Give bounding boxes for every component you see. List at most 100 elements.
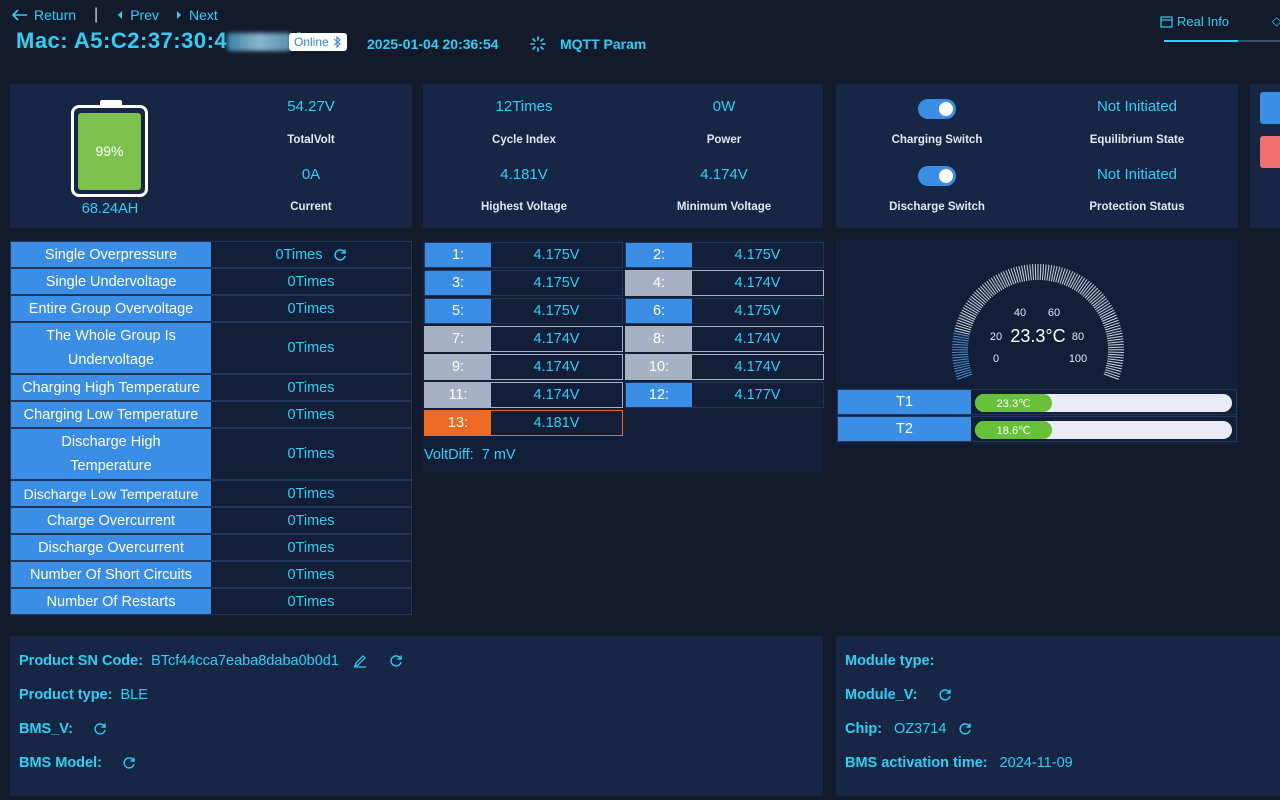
- tab-real-info[interactable]: Real Info: [1160, 14, 1229, 29]
- list-item: Number Of Short Circuits 0Times: [10, 561, 412, 588]
- cell-voltage-item: 3: 4.175V: [424, 270, 623, 296]
- next-button[interactable]: Next: [175, 7, 218, 23]
- gauge-tick: [1050, 265, 1055, 282]
- cycle-index-label: Cycle Index: [492, 134, 556, 146]
- switch-panel: Charging Switch Not Initiated Equilibriu…: [836, 84, 1238, 228]
- gauge-tick: [955, 369, 971, 375]
- cell-voltage-item: 8: 4.174V: [625, 326, 824, 352]
- product-sn-label: Product SN Code:: [19, 653, 144, 669]
- refresh-icon[interactable]: [333, 248, 347, 262]
- gauge-tick: [1087, 289, 1101, 302]
- gauge-tick: [959, 314, 975, 322]
- gauge-tick: [1107, 338, 1124, 342]
- gauge-tick: [1106, 332, 1123, 337]
- gauge-tick: [1096, 302, 1111, 313]
- stats-panel: 12Times Cycle Index 0W Power 4.181V High…: [423, 84, 823, 228]
- gauge-tick: [1107, 343, 1124, 346]
- gauge-tick: [1018, 265, 1023, 282]
- gauge-tick: [1055, 266, 1061, 283]
- side-action-button-blue[interactable]: [1260, 92, 1280, 124]
- prev-button[interactable]: Prev: [116, 7, 159, 23]
- list-item: Discharge Low Temperature 0Times: [10, 480, 412, 507]
- activation-value: 2024-11-09: [999, 755, 1073, 771]
- gauge-tick: [972, 293, 986, 305]
- gauge-tick: [1002, 271, 1011, 287]
- gauge-tick: [953, 360, 969, 364]
- cell-number: 9:: [425, 355, 491, 379]
- protection-status-label: Protection Status: [1089, 201, 1185, 213]
- gauge-tick: [1059, 268, 1066, 284]
- list-item: Discharge Overcurrent 0Times: [10, 534, 412, 561]
- tab-next-icon[interactable]: ◇: [1272, 14, 1280, 28]
- gauge-tick: [954, 330, 970, 335]
- bms-v-label: BMS_V:: [19, 721, 73, 737]
- equilibrium-state-label: Equilibrium State: [1089, 134, 1185, 146]
- gauge-tick: [1090, 293, 1104, 305]
- list-item: Entire Group Overvoltage 0Times: [10, 295, 412, 322]
- gauge-tick: [953, 364, 970, 370]
- temperature-fill: 18.6℃: [975, 421, 1053, 439]
- gauge-tick: [1099, 309, 1115, 318]
- temperature-bar: 18.6℃: [971, 417, 1236, 441]
- temperature-bar: 23.3℃: [971, 390, 1236, 414]
- cell-volt: 4.175V: [734, 247, 781, 263]
- refresh-icon[interactable]: [389, 654, 403, 668]
- battery-panel: 99% 68.24AH 54.27V TotalVolt 0A Current: [10, 84, 412, 228]
- gauge-tick: [984, 282, 995, 296]
- gauge-tick: [1046, 264, 1050, 281]
- gauge-tick: [1042, 264, 1044, 281]
- gauge-tick: [1089, 291, 1102, 304]
- gauge-tick: [1067, 272, 1076, 288]
- return-button[interactable]: Return: [12, 7, 76, 23]
- gauge-tick: [964, 304, 979, 315]
- gauge-value: 23.3°C: [1010, 326, 1065, 346]
- edit-icon[interactable]: [353, 654, 367, 668]
- refresh-icon[interactable]: [938, 688, 952, 702]
- mqtt-param-button[interactable]: MQTT Param: [530, 36, 646, 52]
- gauge-tick: [1104, 322, 1120, 329]
- gauge-tick: [1107, 346, 1124, 349]
- volt-diff: VoltDiff: 7 mV: [424, 447, 516, 463]
- caret-left-icon: [118, 11, 123, 19]
- gauge-tick: [958, 317, 974, 325]
- redacted-blur: [227, 33, 292, 52]
- gauge-tick: [1092, 295, 1106, 307]
- cell-number: 10:: [626, 355, 692, 379]
- timestamp: 2025-01-04 20:36:54: [367, 36, 499, 52]
- side-action-button-red[interactable]: [1260, 136, 1280, 168]
- gauge-tick: [953, 362, 970, 367]
- cell-number: 11:: [425, 383, 491, 407]
- power-label: Power: [706, 134, 742, 146]
- gauge-tick: [988, 279, 999, 293]
- gauge-tick: [1082, 284, 1095, 297]
- minimum-voltage-value: 4.174V: [700, 166, 748, 183]
- discharge-switch-toggle[interactable]: [918, 166, 956, 186]
- gauge-tick: [1106, 330, 1122, 335]
- gauge-tick: [1075, 277, 1086, 292]
- arrow-left-icon: [12, 9, 27, 21]
- cell-volt: 4.177V: [734, 387, 781, 403]
- temperature-value: 23.3℃: [996, 397, 1031, 410]
- refresh-icon[interactable]: [93, 722, 107, 736]
- gauge-tick: [953, 332, 970, 337]
- temperature-row: T2 18.6℃: [837, 416, 1237, 442]
- gauge-tick: [975, 289, 989, 302]
- gauge-tick: [1106, 364, 1123, 370]
- refresh-icon[interactable]: [122, 756, 136, 770]
- calendar-icon: [1160, 16, 1173, 28]
- list-item: Charging Low Temperature 0Times: [10, 401, 412, 428]
- cell-voltage-item: 4: 4.174V: [625, 270, 824, 296]
- gauge-tick-label: 80: [1072, 331, 1084, 343]
- charging-switch-toggle[interactable]: [918, 99, 956, 119]
- gauge-tick-label: 40: [1014, 307, 1026, 319]
- gauge-tick: [979, 285, 992, 299]
- gauge-tick: [1048, 265, 1053, 281]
- total-volt-value: 54.27V: [287, 98, 335, 115]
- gauge-tick: [1000, 272, 1009, 288]
- refresh-icon[interactable]: [958, 722, 972, 736]
- cell-volt: 4.174V: [734, 331, 781, 347]
- tab-active-indicator: [1164, 40, 1238, 42]
- gauge-tick: [1015, 266, 1021, 283]
- cell-volt: 4.174V: [734, 359, 781, 375]
- temperature-track: 23.3℃: [975, 394, 1232, 412]
